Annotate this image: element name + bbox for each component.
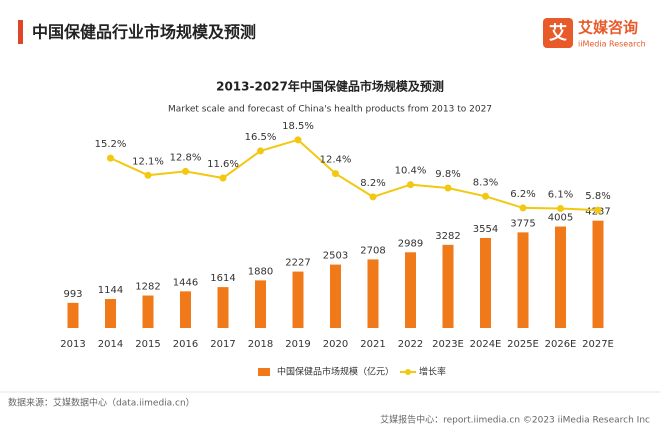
growth-point [182,167,189,175]
legend-label: 中国保健品市场规模（亿元） [277,366,394,378]
growth-label: 11.6% [207,159,239,170]
growth-point [407,181,414,189]
x-tick-label: 2018 [248,339,273,350]
bar-label: 2227 [285,258,310,269]
growth-point [444,184,452,192]
bar [480,237,491,328]
chart-title: 2013-2027年中国保健品市场规模及预测 [216,79,444,94]
bar [405,252,416,328]
legend-dot [405,369,411,375]
growth-point [144,171,152,179]
logo-glyph: 艾 [549,22,567,44]
bar [180,291,191,328]
source: 数据来源：艾媒数据中心（data.iimedia.cn） [8,397,195,409]
bar [217,287,229,328]
bar [367,259,379,328]
growth-label: 8.3% [473,177,498,188]
growth-label: 6.2% [510,189,535,200]
growth-line [110,138,599,212]
growth-label: 5.8% [585,191,610,202]
x-tick-label: 2014 [98,339,123,350]
growth-point [594,206,602,214]
x-tick-label: 2026E [545,339,577,350]
bar [592,220,604,328]
growth-point [519,204,527,212]
growth-point [257,147,264,155]
growth-point [332,170,339,178]
growth-label: 10.4% [395,166,427,177]
credit: 艾媒报告中心：report.iimedia.cn ©2023 iiMedia R… [380,414,650,426]
x-tick-label: 2021 [360,339,385,350]
bar-label: 2708 [360,245,385,256]
growth-point [107,154,114,162]
x-tick-label: 2016 [173,339,198,350]
x-tick-label: 2017 [210,339,235,350]
bar [330,264,341,328]
legend-label: 增长率 [419,366,446,378]
bar [555,226,566,328]
bar-label: 1880 [248,266,273,277]
logo-icon [543,18,573,48]
bar [67,302,79,328]
bar [105,299,116,328]
bar [142,295,154,328]
x-tick-label: 2019 [285,339,310,350]
growth-label: 12.1% [132,156,164,167]
bar-label: 1614 [210,273,235,284]
growth-point [369,193,377,201]
growth-label: 12.8% [170,152,202,163]
growth-label: 15.2% [95,139,127,150]
logo-text: 艾媒咨询 [578,19,638,37]
bar-label: 3282 [435,231,460,242]
logo-sub: iiMedia Research [578,40,646,49]
x-tick-label: 2015 [135,339,160,350]
x-tick-label: 2022 [398,339,423,350]
growth-label: 16.5% [245,132,277,143]
x-tick-label: 2025E [507,339,539,350]
chart-subtitle: Market scale and forecast of China's hea… [168,105,492,115]
growth-point [557,204,564,212]
legend-swatch [258,368,270,376]
x-tick-label: 2027E [582,339,614,350]
header-title: 中国保健品行业市场规模及预测 [32,23,256,42]
growth-point [482,192,489,200]
x-tick-label: 2023E [432,339,464,350]
bar-label: 1446 [173,277,198,288]
growth-label: 8.2% [360,178,385,189]
bar-label: 1144 [98,285,123,296]
x-tick-label: 2024E [470,339,502,350]
bar [517,232,529,328]
bar-label: 1282 [135,282,160,293]
bar [255,280,266,328]
bar-label: 3554 [473,224,498,235]
bar [442,244,454,328]
growth-point [294,136,302,144]
bar [292,271,304,328]
bar-label: 993 [63,289,82,300]
growth-point [219,174,227,182]
growth-label: 12.4% [320,155,352,166]
bar-label: 4005 [548,213,573,224]
x-tick-label: 2013 [60,339,85,350]
growth-label: 6.1% [548,189,573,200]
bar-label: 2989 [398,238,423,249]
growth-label: 18.5% [282,121,314,132]
growth-label: 9.8% [435,169,460,180]
x-tick-label: 2020 [323,339,348,350]
bar-label: 2503 [323,251,348,262]
bar-label: 3775 [510,218,535,229]
header-bar [18,20,23,44]
